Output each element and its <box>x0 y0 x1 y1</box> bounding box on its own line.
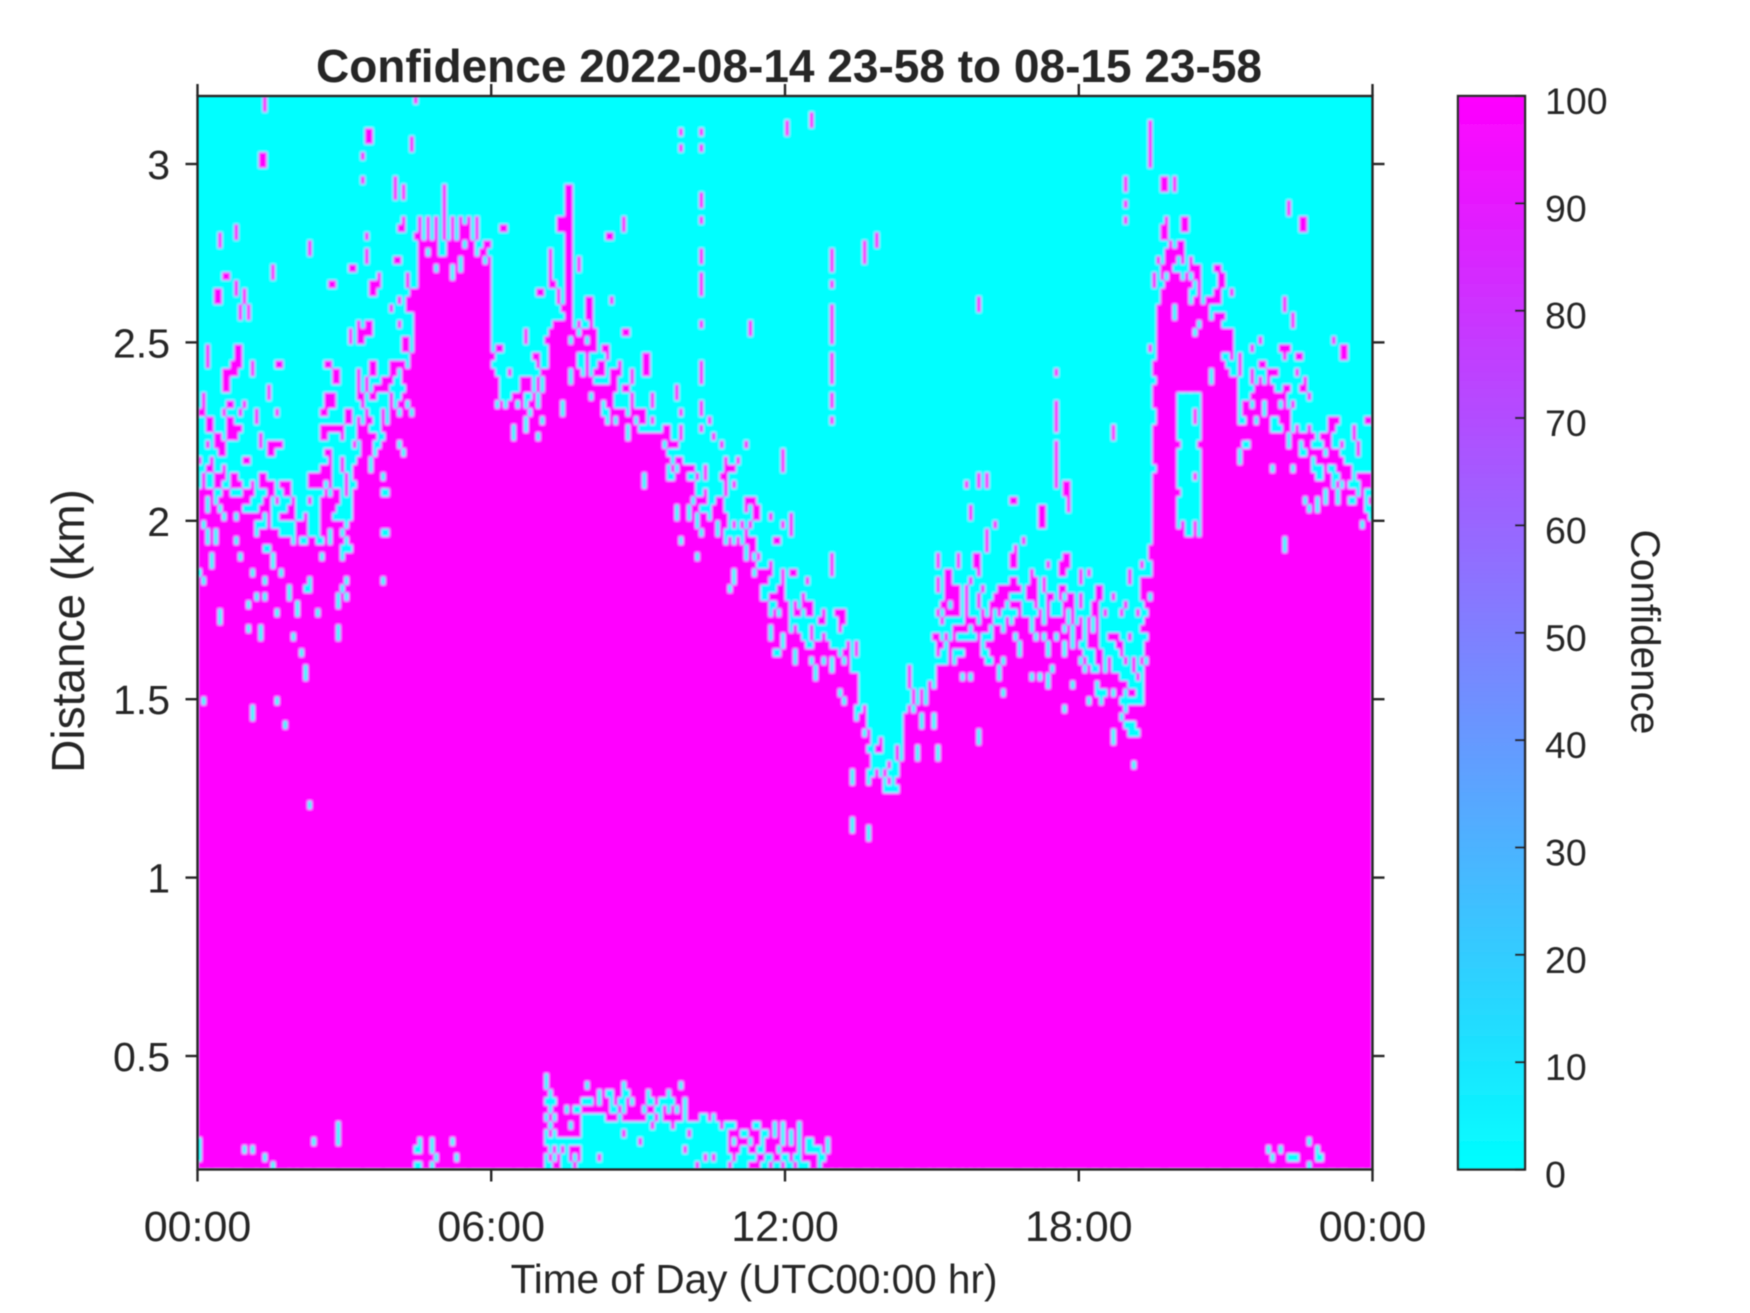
svg-text:Confidence 2022-08-14 23-58 to: Confidence 2022-08-14 23-58 to 08-15 23-… <box>316 40 1262 92</box>
svg-text:00:00: 00:00 <box>144 1203 252 1251</box>
svg-text:Distance (km): Distance (km) <box>42 489 94 773</box>
svg-text:Time of Day (UTC00:00 hr): Time of Day (UTC00:00 hr) <box>511 1256 998 1302</box>
svg-text:1: 1 <box>147 856 170 902</box>
svg-text:80: 80 <box>1545 295 1587 337</box>
svg-text:30: 30 <box>1545 832 1587 874</box>
svg-text:40: 40 <box>1545 724 1587 766</box>
svg-text:10: 10 <box>1545 1046 1587 1088</box>
svg-text:18:00: 18:00 <box>1025 1203 1133 1251</box>
svg-text:12:00: 12:00 <box>731 1203 839 1251</box>
svg-text:3: 3 <box>147 142 170 188</box>
svg-text:00:00: 00:00 <box>1319 1203 1427 1251</box>
svg-text:0.5: 0.5 <box>113 1034 170 1080</box>
svg-text:100: 100 <box>1545 80 1608 122</box>
svg-text:90: 90 <box>1545 187 1587 229</box>
svg-text:Confidence: Confidence <box>1623 530 1669 735</box>
svg-text:60: 60 <box>1545 509 1587 551</box>
svg-text:50: 50 <box>1545 617 1587 659</box>
svg-text:2.5: 2.5 <box>113 320 170 366</box>
svg-text:20: 20 <box>1545 939 1587 981</box>
svg-text:2: 2 <box>147 499 170 545</box>
svg-text:06:00: 06:00 <box>437 1203 545 1251</box>
svg-text:70: 70 <box>1545 402 1587 444</box>
svg-text:1.5: 1.5 <box>113 677 170 723</box>
svg-text:0: 0 <box>1545 1154 1566 1196</box>
